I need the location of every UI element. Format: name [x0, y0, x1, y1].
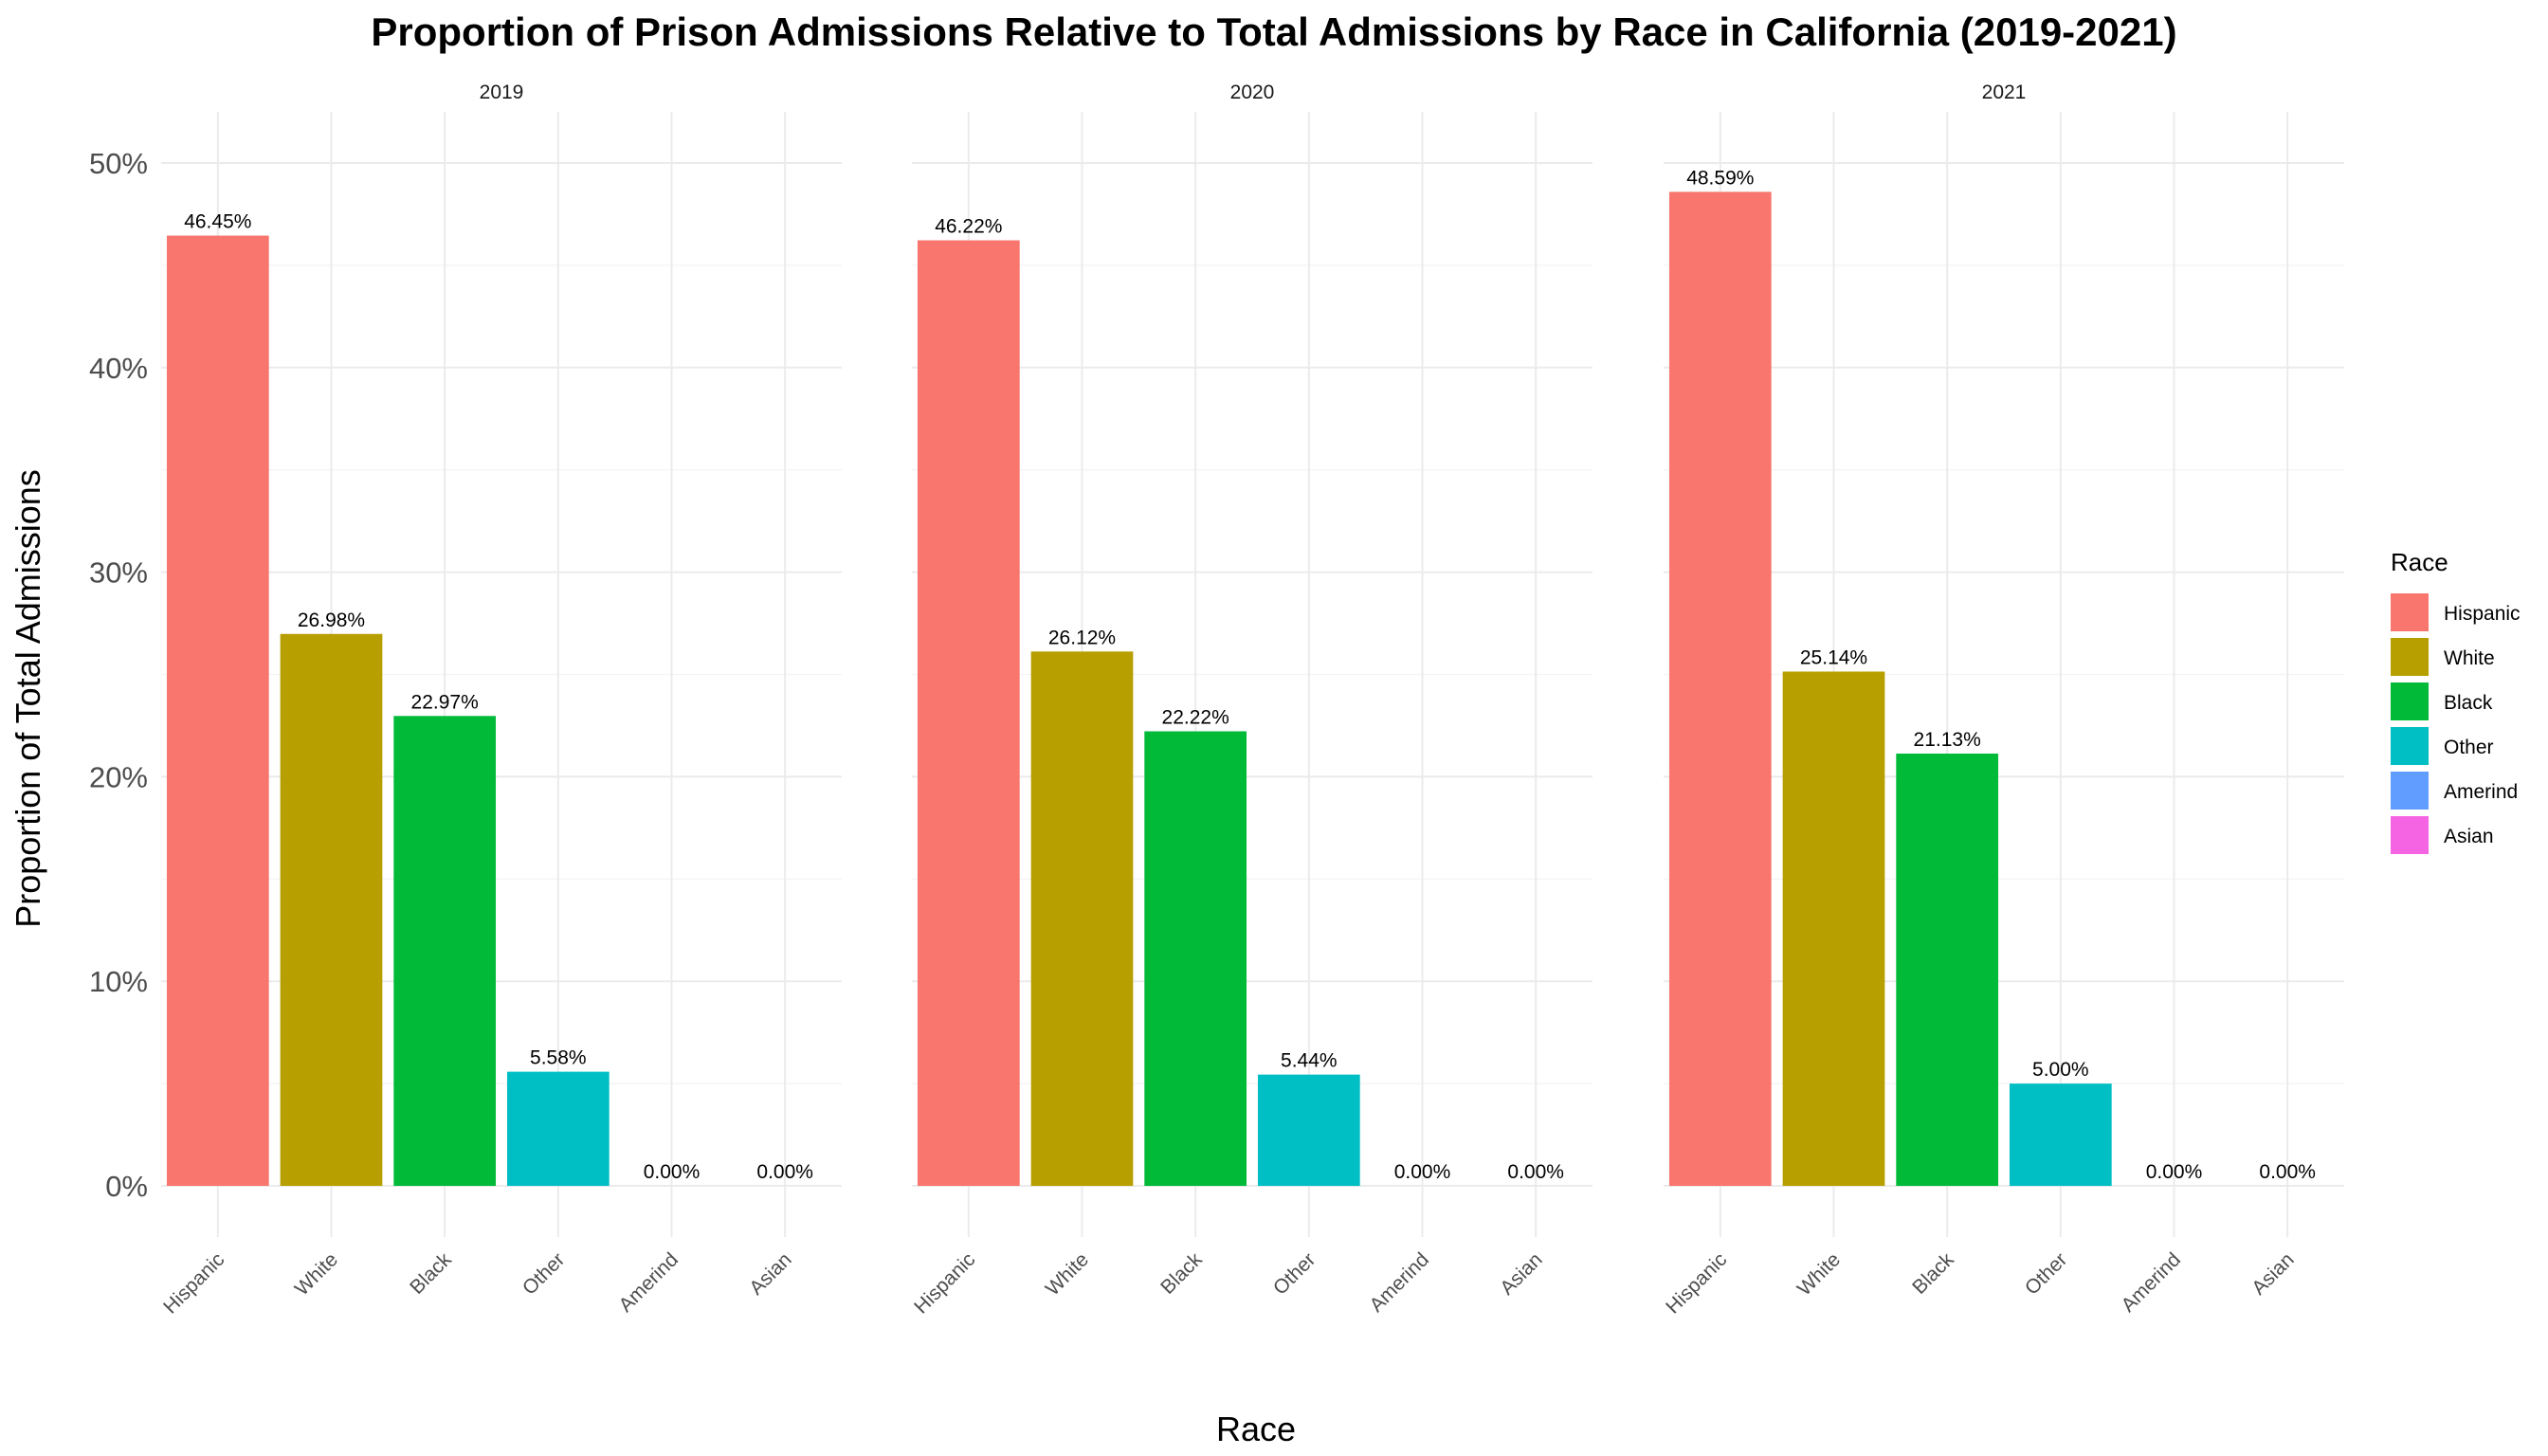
facet-panel-2019: 2019 46.45% Hispanic 26.98% White 22.97% Black…: [159, 82, 842, 1318]
bar-value-label: 21.13%: [1914, 729, 1981, 751]
facets-layer: 2019 46.45% Hispanic 26.98% White 22.97% Black…: [159, 82, 2344, 1318]
x-tick-label: Asian: [1496, 1248, 1546, 1299]
bar-value-label: 22.22%: [1162, 706, 1229, 728]
legend-item-hispanic: Hispanic: [2391, 593, 2521, 631]
bar-other-2021: [2009, 1083, 2112, 1187]
x-tick-label: Hispanic: [910, 1248, 979, 1318]
facet-panel-2020: 2020 46.22% Hispanic 26.12% White 22.22% Black…: [910, 82, 1592, 1318]
bar-value-label: 0.00%: [756, 1161, 813, 1183]
bar-black-2019: [393, 716, 497, 1187]
x-tick-label: Other: [519, 1248, 569, 1299]
y-tick-label: 0%: [105, 1170, 148, 1203]
x-tick-label: Amerind: [614, 1248, 682, 1317]
x-tick-label: Other: [1269, 1248, 1320, 1299]
x-tick-label: Black: [406, 1248, 456, 1299]
bar-value-label: 0.00%: [2146, 1161, 2203, 1183]
x-tick-label: Black: [1156, 1248, 1207, 1299]
legend-swatch: [2391, 638, 2429, 676]
legend-item-other: Other: [2391, 727, 2494, 765]
facet-strip-label: 2021: [1982, 82, 2027, 103]
legend-swatch: [2391, 816, 2429, 854]
x-tick-label: White: [1793, 1248, 1845, 1300]
facet-panel-2021: 2021 48.59% Hispanic 25.14% White 21.13% Black…: [1662, 82, 2344, 1318]
facet-strip-label: 2020: [1230, 82, 1275, 103]
y-tick-label: 50%: [89, 147, 148, 180]
legend-swatch: [2391, 593, 2429, 631]
x-tick-label: White: [1042, 1248, 1093, 1300]
y-tick-label: 20%: [89, 760, 148, 793]
legend-swatch: [2391, 727, 2429, 765]
x-tick-label: Hispanic: [159, 1248, 228, 1318]
legend-item-amerind: Amerind: [2391, 772, 2518, 810]
x-tick-label: Black: [1908, 1248, 1958, 1299]
bar-value-label: 0.00%: [644, 1161, 701, 1183]
x-tick-label: Other: [2021, 1248, 2071, 1299]
bar-hispanic-2021: [1668, 191, 1772, 1187]
bar-value-label: 46.45%: [184, 211, 251, 233]
facet-strip-label: 2019: [480, 82, 524, 103]
x-tick-label: Asian: [2248, 1248, 2298, 1299]
x-tick-label: Amerind: [2117, 1248, 2185, 1317]
y-tick-label: 10%: [89, 965, 148, 998]
x-axis-title: Race: [1216, 1410, 1296, 1448]
legend-swatch: [2391, 772, 2429, 810]
bar-hispanic-2019: [166, 235, 269, 1187]
legend: Hispanic White Black Other Amerind Asian: [2391, 593, 2521, 854]
legend-label: White: [2444, 647, 2495, 669]
bar-value-label: 26.12%: [1048, 627, 1116, 648]
bar-value-label: 5.44%: [1281, 1050, 1338, 1072]
bar-black-2021: [1896, 754, 1999, 1187]
legend-item-black: Black: [2391, 682, 2493, 720]
bar-hispanic-2020: [917, 240, 1020, 1187]
bar-other-2020: [1257, 1074, 1360, 1187]
x-tick-label: Amerind: [1365, 1248, 1433, 1317]
legend-label: Other: [2444, 737, 2494, 758]
y-axis-title: Proportion of Total Admissions: [9, 469, 47, 928]
bar-value-label: 46.22%: [935, 216, 1002, 238]
bar-value-label: 5.00%: [2032, 1059, 2089, 1081]
bar-value-label: 5.58%: [530, 1047, 587, 1069]
y-axis: 0% 10% 20% 30% 40% 50%: [89, 147, 148, 1203]
bar-value-label: 22.97%: [411, 691, 479, 713]
bar-value-label: 0.00%: [1394, 1161, 1451, 1183]
bar-white-2021: [1782, 671, 1885, 1187]
legend-label: Amerind: [2444, 781, 2518, 803]
legend-label: Asian: [2444, 826, 2494, 847]
bar-white-2019: [280, 633, 383, 1187]
bar-value-label: 48.59%: [1686, 167, 1754, 189]
x-tick-label: Asian: [745, 1248, 795, 1299]
bar-value-label: 25.14%: [1800, 646, 1867, 668]
y-tick-label: 30%: [89, 556, 148, 590]
legend-title: Race: [2391, 548, 2448, 576]
chart-title: Proportion of Prison Admissions Relative…: [371, 9, 2176, 54]
bar-black-2020: [1144, 731, 1247, 1187]
bar-white-2020: [1030, 651, 1134, 1187]
bar-value-label: 0.00%: [2259, 1161, 2316, 1183]
legend-label: Black: [2444, 692, 2493, 714]
legend-item-asian: Asian: [2391, 816, 2494, 854]
legend-label: Hispanic: [2444, 603, 2521, 625]
legend-item-white: White: [2391, 638, 2495, 676]
bar-value-label: 26.98%: [298, 610, 365, 631]
x-tick-label: Hispanic: [1662, 1248, 1731, 1318]
bar-value-label: 0.00%: [1507, 1161, 1564, 1183]
bar-other-2019: [506, 1071, 610, 1187]
y-tick-label: 40%: [89, 352, 148, 385]
legend-swatch: [2391, 682, 2429, 720]
x-tick-label: White: [291, 1248, 342, 1300]
